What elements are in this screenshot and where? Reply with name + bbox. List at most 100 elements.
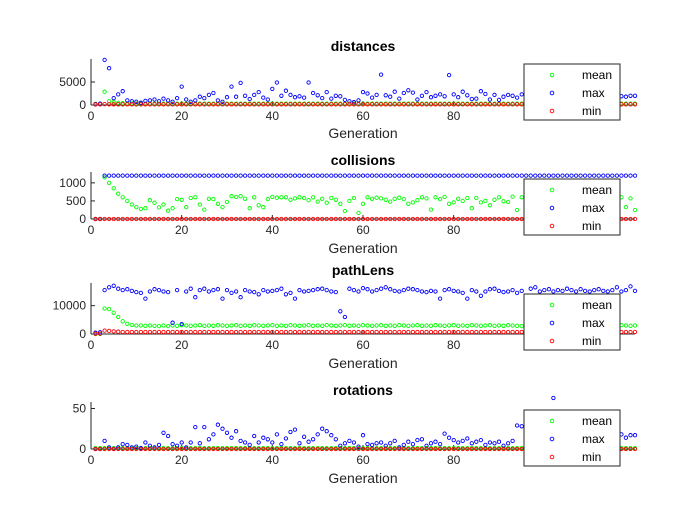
point-mean [483,323,488,328]
point-min [211,216,216,222]
point-max [197,287,202,293]
point-max [474,289,479,294]
point-max [279,441,284,447]
point-max [537,173,542,178]
point-min [351,102,357,107]
point-max [623,287,629,293]
point-max [165,289,171,295]
point-max [351,287,357,293]
point-min [333,446,338,452]
point-max [238,438,243,444]
point-max [152,173,157,178]
point-max [152,97,157,102]
point-mean [419,195,425,200]
point-max [505,92,511,98]
point-min [333,329,338,335]
point-max [111,173,116,178]
point-min [229,102,234,107]
point-max [415,287,420,293]
point-min [628,216,633,222]
point-min [632,102,638,107]
point-mean [415,323,420,328]
point-max [288,92,293,98]
point-max [474,173,479,178]
point-min [632,446,638,452]
point-max [315,173,320,178]
point-min [174,446,180,452]
point-mean [374,195,379,200]
point-max [315,432,320,437]
point-max [279,173,284,178]
point-max [111,283,116,288]
point-max [165,433,171,439]
point-max [483,289,488,294]
point-mean [446,201,452,206]
point-min [197,216,202,222]
point-max [301,173,307,178]
point-min [378,102,384,107]
point-min [292,216,298,222]
point-max [514,423,520,428]
subplot-title: pathLens [332,262,394,278]
point-max [360,285,366,291]
point-mean [184,204,189,210]
point-min [265,216,270,222]
point-min [320,329,325,335]
point-mean [147,323,153,328]
point-mean [174,323,180,328]
point-min [116,446,121,452]
point-max [569,173,574,178]
point-min [102,216,107,222]
point-min [324,446,329,452]
point-max [401,442,406,448]
point-max [261,95,266,100]
point-min [442,329,447,335]
point-mean [478,323,484,328]
point-min [492,446,497,452]
point-mean [514,207,520,213]
point-max [206,173,212,178]
point-min [252,446,257,452]
point-min [138,102,144,107]
point-mean [378,323,384,328]
point-max [143,296,148,301]
point-mean [315,323,320,328]
point-max [555,173,561,178]
x-tick-label: 80 [447,453,461,467]
point-max [374,173,379,178]
point-min [501,329,506,335]
point-min [365,102,370,107]
point-max [333,173,338,178]
point-mean [628,196,633,201]
point-mean [465,195,470,201]
point-min [360,329,366,335]
point-min [184,102,189,107]
point-min [161,329,166,335]
point-mean [143,206,148,211]
point-max [510,173,515,178]
point-min [297,329,302,335]
point-max [592,173,597,178]
point-min [106,216,112,222]
point-max [632,173,638,178]
point-max [193,295,198,300]
point-min [456,216,461,222]
point-min [170,446,175,452]
point-mean [292,323,298,328]
point-max [261,435,266,440]
point-max [578,287,583,292]
point-max [465,173,470,178]
point-min [315,446,320,452]
point-min [519,216,524,222]
point-max [632,288,638,294]
point-min [510,446,515,452]
point-min [310,102,316,107]
point-min [170,102,175,107]
x-tick-label: 0 [88,109,95,123]
point-min [188,216,193,222]
legend: mean max min [523,409,621,467]
point-max [329,289,334,294]
x-tick-label: 60 [356,109,370,123]
point-max [315,93,320,98]
point-max [392,89,397,94]
